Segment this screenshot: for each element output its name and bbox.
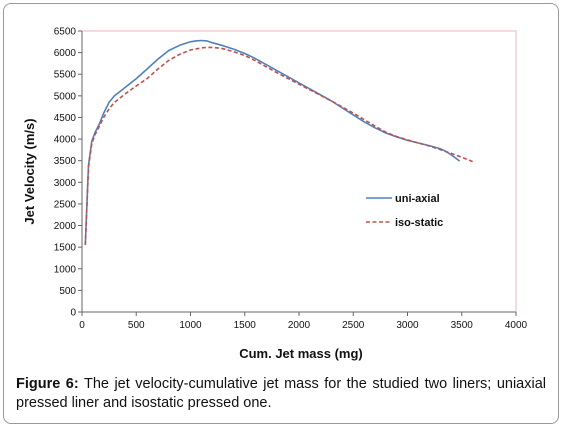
- series-layer: [84, 39, 473, 246]
- y-tick-label: 3000: [54, 178, 77, 189]
- y-tick-label: 4000: [54, 135, 77, 146]
- y-axis-ticks: 0 500 1000 1500 2000 2500 3000 3500 4000 4500 5000…: [54, 27, 82, 319]
- y-axis-title: Jet Velocity (m/s): [22, 118, 37, 224]
- legend-label: uni-axial: [395, 193, 440, 205]
- x-axis-ticks: 0 500 1000 1500 2000 2500 3000 3500 4000: [79, 312, 528, 331]
- y-tick-label: 2000: [54, 221, 77, 232]
- y-tick-label: 2500: [54, 199, 77, 210]
- caption-label: Figure 6:: [16, 376, 79, 392]
- y-tick-label: 1500: [54, 243, 77, 254]
- y-tick-label: 4500: [54, 113, 77, 124]
- x-tick-label: 2500: [342, 320, 365, 331]
- y-tick-label: 5500: [54, 70, 77, 81]
- y-tick-label: 5000: [54, 91, 77, 102]
- y-tick-label: 1000: [54, 264, 77, 275]
- y-tick-label: 500: [59, 286, 76, 297]
- x-tick-label: 500: [128, 320, 145, 331]
- y-tick-label: 0: [70, 308, 76, 319]
- legend-label: iso-static: [395, 217, 443, 229]
- x-tick-label: 3000: [396, 320, 419, 331]
- legend: uni-axial iso-static: [366, 193, 443, 229]
- series-line-uni-axial: [84, 39, 461, 246]
- line-chart: 0500100015002000250030003500400045005000…: [22, 27, 528, 362]
- y-tick-label: 6000: [54, 48, 77, 59]
- x-tick-label: 2000: [288, 320, 311, 331]
- y-tick-label: 6500: [54, 27, 77, 38]
- series-line-iso-static: [84, 46, 473, 246]
- axes: [81, 31, 516, 313]
- caption-text: The jet velocity-cumulative jet mass for…: [16, 376, 546, 411]
- x-tick-label: 1000: [179, 320, 202, 331]
- x-tick-label: 4000: [505, 320, 528, 331]
- figure-caption: Figure 6: The jet velocity-cumulative je…: [16, 375, 546, 413]
- x-tick-label: 1500: [234, 320, 257, 331]
- x-axis-title: Cum. Jet mass (mg): [239, 346, 363, 361]
- x-tick-label: 0: [79, 320, 85, 331]
- plot-area: [81, 30, 517, 313]
- x-tick-label: 3500: [451, 320, 474, 331]
- y-tick-label: 3500: [54, 156, 77, 167]
